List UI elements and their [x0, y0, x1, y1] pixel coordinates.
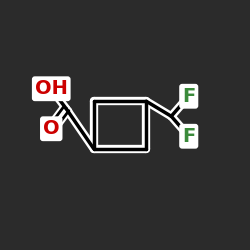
Text: OH: OH [35, 79, 68, 98]
Text: O: O [43, 119, 60, 138]
Text: F: F [182, 87, 196, 106]
Text: F: F [182, 127, 196, 146]
Text: F: F [182, 87, 196, 106]
Text: OH: OH [35, 79, 68, 98]
Text: O: O [43, 119, 60, 138]
Text: F: F [182, 127, 196, 146]
